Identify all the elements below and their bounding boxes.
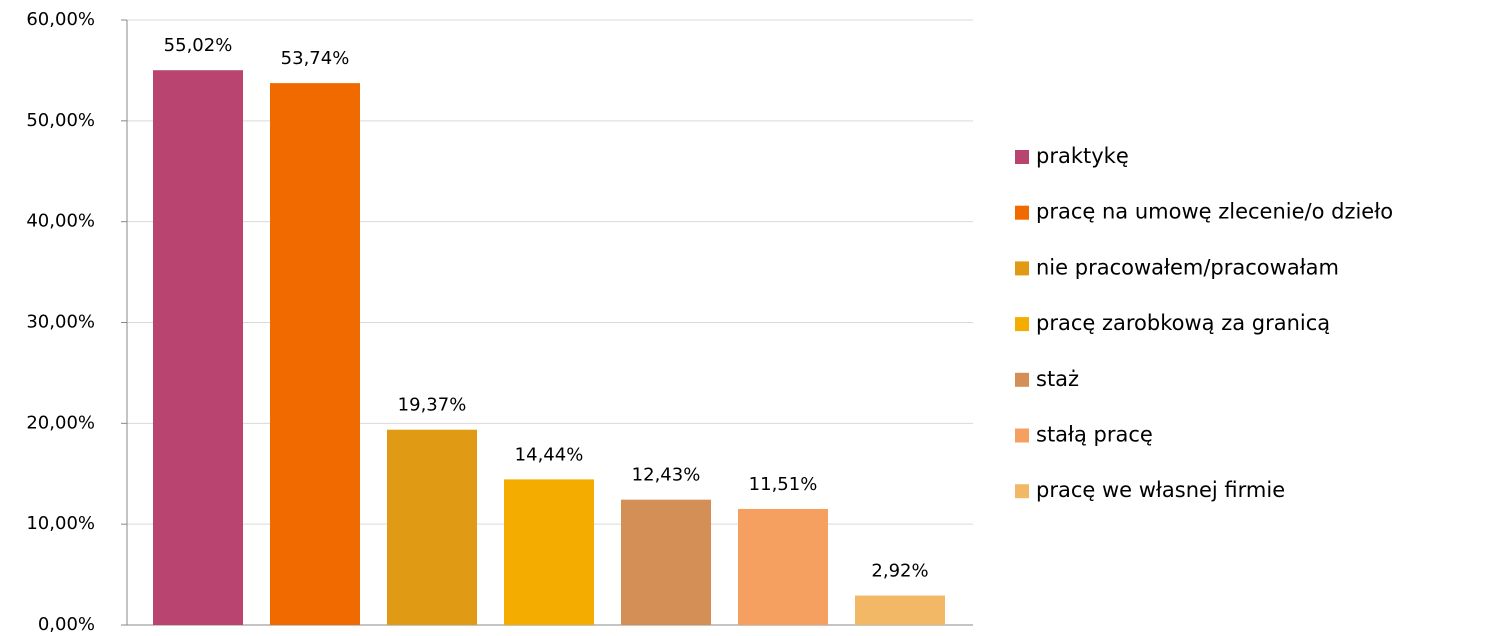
legend-swatch [1015,372,1029,387]
legend-label: stałą pracę [1036,423,1153,447]
value-label: 19,37% [398,395,467,416]
legend-swatch [1015,428,1029,443]
legend-label: nie pracowałem/pracowałam [1036,255,1339,279]
legend-swatch [1015,261,1029,276]
value-label: 2,92% [871,561,928,582]
legend-label: pracę zarobkową za granicą [1036,311,1330,335]
bar [270,83,360,626]
value-label: 55,02% [164,35,233,56]
legend-swatch [1015,205,1029,220]
y-tick-label: 40,00% [26,211,95,232]
value-label: 11,51% [749,474,818,495]
legend-label: pracę na umowę zlecenie/o dzieło [1036,200,1393,224]
bar [738,508,828,625]
legend-label: staż [1036,367,1079,391]
y-tick-label: 30,00% [26,312,95,333]
bar [855,595,945,625]
bar [153,70,243,626]
bar [504,479,594,625]
y-tick-label: 10,00% [26,513,95,534]
y-tick-label: 60,00% [26,9,95,30]
y-tick-label: 50,00% [26,110,95,131]
y-tick-label: 0,00% [38,614,95,635]
legend-swatch [1015,150,1029,164]
bar [387,429,477,625]
value-label: 53,74% [281,48,350,69]
legend-label: praktykę [1036,144,1129,168]
legend-swatch [1015,484,1029,499]
value-label: 12,43% [632,465,701,486]
legend-swatch [1015,317,1029,332]
legend-label: pracę we własnej firmie [1036,478,1285,502]
bar [621,499,711,625]
y-tick-label: 20,00% [26,412,95,433]
value-label: 14,44% [515,444,584,465]
